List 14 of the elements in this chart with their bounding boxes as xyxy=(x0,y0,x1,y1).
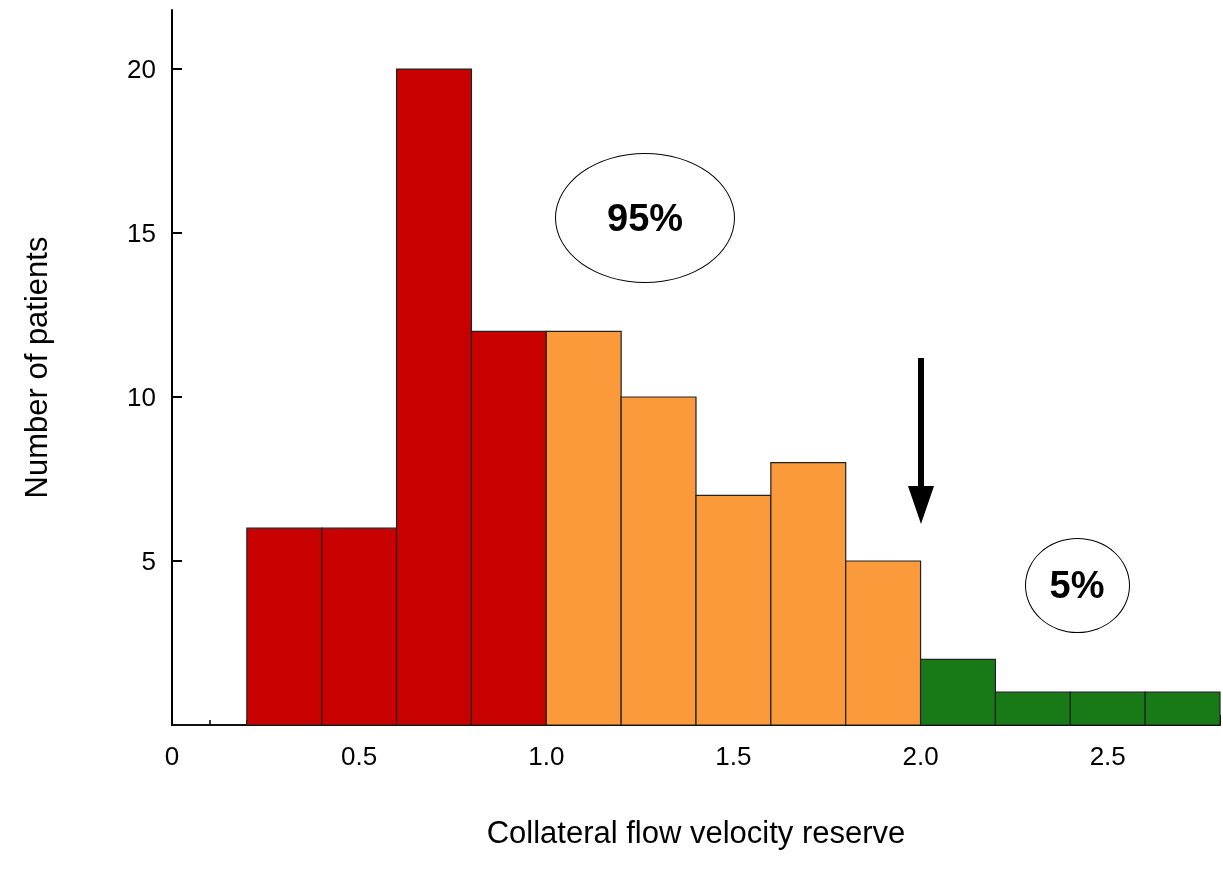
y-tick-label: 5 xyxy=(141,546,156,577)
x-tick-label: 2.5 xyxy=(1089,741,1126,771)
y-tick-label: 20 xyxy=(127,54,156,85)
y-tick-label: 15 xyxy=(127,218,156,249)
annotation: 95% xyxy=(607,196,684,240)
x-tick-label: 2.0 xyxy=(902,741,939,771)
x-axis-title: Collateral flow velocity reserve xyxy=(486,815,906,850)
x-tick-label: 0 xyxy=(164,741,180,771)
y-tick-label: 10 xyxy=(127,382,156,413)
x-tick-label: 0.5 xyxy=(341,741,378,771)
annotation: 5% xyxy=(1049,563,1105,607)
x-tick-label: 1.5 xyxy=(715,741,752,771)
y-axis-title: Number of patients xyxy=(19,236,54,499)
x-tick-label: 1.0 xyxy=(528,741,565,771)
